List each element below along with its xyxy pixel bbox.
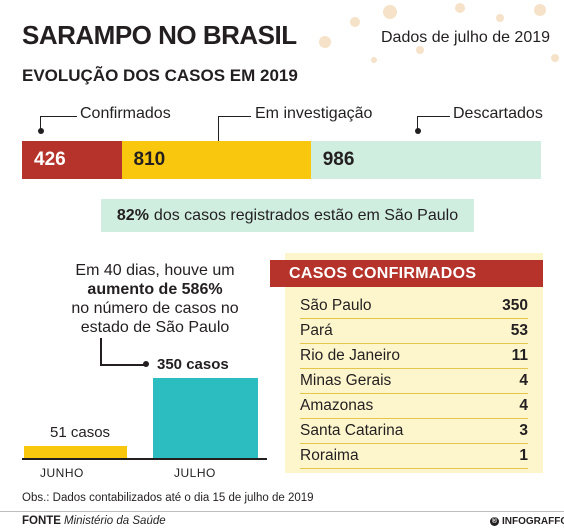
legend-discarded: Descartados: [453, 105, 543, 122]
table-row: Minas Gerais 4: [300, 369, 528, 394]
growth-line-3: no número de casos no: [71, 300, 239, 317]
brand-mark-icon: ®: [490, 517, 499, 526]
table-row: Amazonas 4: [300, 394, 528, 419]
table-state: Rio de Janeiro: [300, 347, 400, 364]
table-value: 4: [519, 372, 528, 389]
table-row: Santa Catarina 3: [300, 419, 528, 444]
bar-label-july: 350 casos: [157, 356, 229, 373]
legend-confirmed: Confirmados: [80, 105, 171, 122]
table-row: São Paulo 350: [300, 294, 528, 319]
table-value: 3: [519, 422, 528, 439]
confirmed-table-panel: [285, 253, 543, 473]
table-state: Santa Catarina: [300, 422, 404, 439]
brand-name: INFOGRAFFO: [502, 516, 564, 527]
growth-note: Em 40 dias, houve um aumento de 586% no …: [40, 261, 270, 337]
table-state: Amazonas: [300, 397, 374, 414]
table-title: CASOS CONFIRMADOS: [270, 260, 543, 287]
highlight-note: 82% dos casos registrados estão em São P…: [101, 199, 474, 232]
bracket-confirmed: [40, 116, 77, 131]
table-state: Minas Gerais: [300, 372, 392, 389]
segment-investigation: 810: [121, 141, 311, 179]
bracket-investigation: [218, 116, 251, 149]
decorative-dots: [319, 3, 559, 63]
footer-divider: [0, 511, 564, 512]
growth-line-4: estado de São Paulo: [80, 319, 230, 336]
leader-line-vertical: [100, 338, 102, 364]
footnote: Obs.: Dados contabilizados até o dia 15 …: [22, 492, 314, 504]
source-name: Ministério da Saúde: [64, 515, 166, 527]
table-row: Rio de Janeiro 11: [300, 344, 528, 369]
stacked-bar: 426 810 986: [22, 141, 541, 179]
table-state: São Paulo: [300, 297, 372, 314]
highlight-text: dos casos registrados estão em São Paulo: [153, 206, 459, 224]
growth-line-1: Em 40 dias, houve um: [75, 262, 235, 279]
growth-line-2: aumento de 586%: [87, 281, 223, 298]
category-july: JULHO: [174, 466, 216, 480]
table-row: Roraima 1: [300, 444, 528, 469]
highlight-percent: 82%: [116, 206, 149, 224]
table-state: Roraima: [300, 447, 359, 464]
bar-july: [153, 378, 258, 458]
table-value: 4: [519, 397, 528, 414]
bracket-dot-confirmed: [38, 128, 44, 134]
segment-discarded: 986: [310, 141, 541, 179]
segment-confirmed: 426: [22, 141, 122, 179]
leader-line-horizontal: [100, 364, 144, 366]
legend-investigation: Em investigação: [255, 105, 373, 122]
table-value: 1: [519, 447, 528, 464]
table-value: 350: [502, 297, 528, 314]
category-june: JUNHO: [40, 466, 84, 480]
source-label: FONTE: [22, 515, 61, 527]
table-row: Pará 53: [300, 319, 528, 344]
table-value: 11: [511, 347, 528, 364]
section-subtitle: EVOLUÇÃO DOS CASOS EM 2019: [22, 66, 298, 85]
bracket-discarded: [417, 116, 450, 131]
date-note: Dados de julho de 2019: [381, 29, 551, 46]
leader-dot: [143, 361, 149, 367]
bar-label-june: 51 casos: [50, 424, 111, 442]
brand-logo: ® INFOGRAFFO: [490, 516, 564, 527]
page-title: SARAMPO NO BRASIL: [22, 20, 297, 50]
table-value: 53: [510, 322, 528, 339]
chart-baseline: [22, 458, 267, 460]
bracket-dot-discarded: [415, 128, 421, 134]
table-state: Pará: [300, 322, 333, 339]
bar-june: [24, 446, 127, 458]
